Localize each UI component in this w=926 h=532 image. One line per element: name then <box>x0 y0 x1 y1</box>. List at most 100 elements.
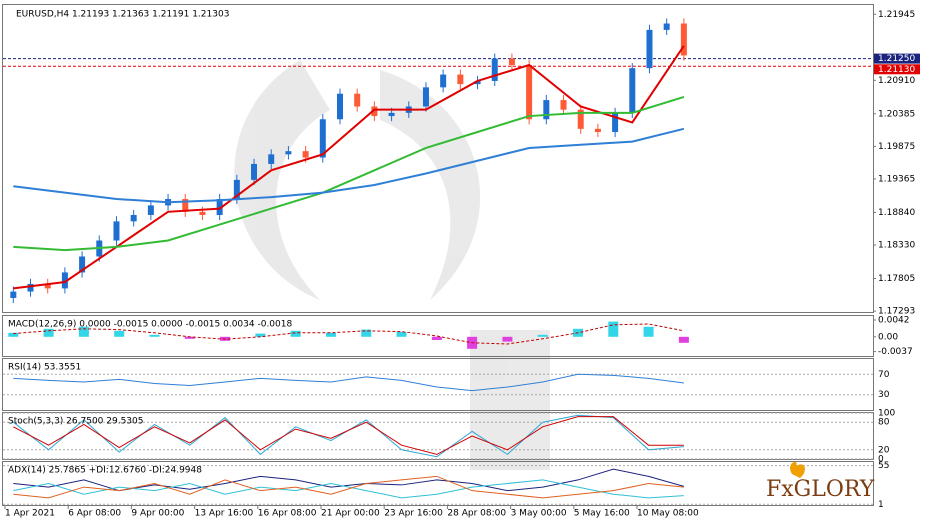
x-tick-label: 1 Apr 2021 <box>5 509 55 519</box>
indicator-title: RSI(14) 53.3551 <box>8 363 81 373</box>
y-tick-label: 55 <box>878 461 889 471</box>
candle-body <box>354 93 361 107</box>
main-panel <box>2 4 874 313</box>
indicator-line <box>13 479 684 499</box>
candle-body <box>79 256 86 273</box>
indicator-line <box>13 475 684 499</box>
candle-body <box>268 154 275 164</box>
x-tick-label: 6 Apr 08:00 <box>68 509 121 519</box>
candle-body <box>27 283 34 292</box>
y-tick-label: 1.20385 <box>878 109 915 119</box>
candle-body <box>199 211 206 215</box>
y-tick-label: 1.19365 <box>878 174 915 184</box>
candle-body <box>422 87 429 107</box>
candle-body <box>10 291 17 298</box>
candle-body <box>680 23 687 56</box>
price-label-box <box>874 64 920 75</box>
candle-body <box>216 199 223 215</box>
y-tick-label: 20 <box>878 445 890 455</box>
indicator-line <box>13 416 684 455</box>
moving-average <box>13 127 685 204</box>
brand-logo: FxGLORY <box>766 461 875 502</box>
macd-bar <box>184 336 195 339</box>
x-tick-label: 3 May 00:00 <box>511 509 567 519</box>
candle-body <box>130 214 137 222</box>
candle-body <box>251 163 258 180</box>
candle-body <box>440 74 447 88</box>
x-tick-label: 16 Apr 08:00 <box>258 509 317 519</box>
macd-bar <box>643 326 654 337</box>
candle-body <box>182 199 189 212</box>
y-tick-label: 1.17293 <box>878 307 915 317</box>
candle-body <box>508 58 515 65</box>
macd-bar <box>8 332 19 337</box>
candle-body <box>594 128 601 133</box>
macd-bar <box>396 332 407 337</box>
y-tick-label: -0.0037 <box>878 347 913 357</box>
price-label: 1.21130 <box>878 65 915 75</box>
x-tick-label: 5 May 16:00 <box>574 509 630 519</box>
candle-body <box>491 58 498 81</box>
macd-bar <box>537 334 548 337</box>
macd-bar <box>608 321 619 337</box>
adx-panel <box>2 461 874 506</box>
macd-bar <box>502 336 513 342</box>
candle-body <box>543 100 550 120</box>
candle-body <box>388 112 395 117</box>
y-tick-label: 1 <box>878 500 884 510</box>
y-tick-label: 0 <box>878 455 884 465</box>
stoch-panel <box>2 412 874 460</box>
y-tick-label: 1.17805 <box>878 274 915 284</box>
y-tick-label: 100 <box>878 409 895 419</box>
y-tick-label: 1.18330 <box>878 240 915 250</box>
x-tick-label: 10 May 08:00 <box>637 509 699 519</box>
x-tick-label: 13 Apr 16:00 <box>195 509 254 519</box>
x-tick-label: 28 Apr 08:00 <box>447 509 506 519</box>
macd-bar <box>678 336 689 343</box>
candle-body <box>474 80 481 85</box>
candle-body <box>61 272 68 289</box>
y-tick-label: 1.21945 <box>878 10 915 20</box>
candle-body <box>629 68 636 113</box>
macd-bar <box>361 329 372 337</box>
chart-title: EURUSD,H4 1.21193 1.21363 1.21191 1.2130… <box>16 10 229 20</box>
macd-bar <box>114 330 125 337</box>
candle-body <box>371 106 378 117</box>
x-tick-label: 9 Apr 00:00 <box>131 509 184 519</box>
y-tick-label: 80 <box>878 418 890 428</box>
candle-body <box>113 221 120 241</box>
candle-body <box>646 29 653 69</box>
indicator-line <box>13 323 684 345</box>
watermark <box>234 60 550 470</box>
macd-bar <box>43 328 54 337</box>
moving-average <box>13 45 685 290</box>
y-tick-label: 70 <box>878 370 890 380</box>
candle-body <box>336 93 343 120</box>
candle-body <box>147 205 154 215</box>
candle-body <box>560 100 567 110</box>
candle-body <box>319 119 326 158</box>
macd-bar <box>149 334 160 337</box>
candle-body <box>302 151 309 158</box>
y-tick-label: 1.20910 <box>878 76 915 86</box>
macd-bar <box>325 332 336 337</box>
macd-bar <box>431 336 442 340</box>
macd-bar <box>255 333 266 337</box>
candle-body <box>44 283 51 289</box>
y-tick-label: 0.00 <box>878 332 898 342</box>
y-tick-label: 1.18840 <box>878 208 915 218</box>
indicator-line <box>13 373 684 392</box>
price-label-box <box>874 53 920 64</box>
price-label: 1.21250 <box>878 54 915 64</box>
candle-body <box>577 109 584 129</box>
y-tick-label: 0.0042 <box>878 316 910 326</box>
candle-body <box>663 23 670 30</box>
y-tick-label: 30 <box>878 390 890 400</box>
candle-body <box>526 64 533 120</box>
macd-bar <box>290 330 301 337</box>
macd-bar <box>78 326 89 337</box>
brand-name: FxGLORY <box>766 477 875 502</box>
candle-body <box>457 74 464 85</box>
indicator-title: MACD(12,26,9) 0.0000 -0.0015 0.0000 -0.0… <box>8 320 292 330</box>
